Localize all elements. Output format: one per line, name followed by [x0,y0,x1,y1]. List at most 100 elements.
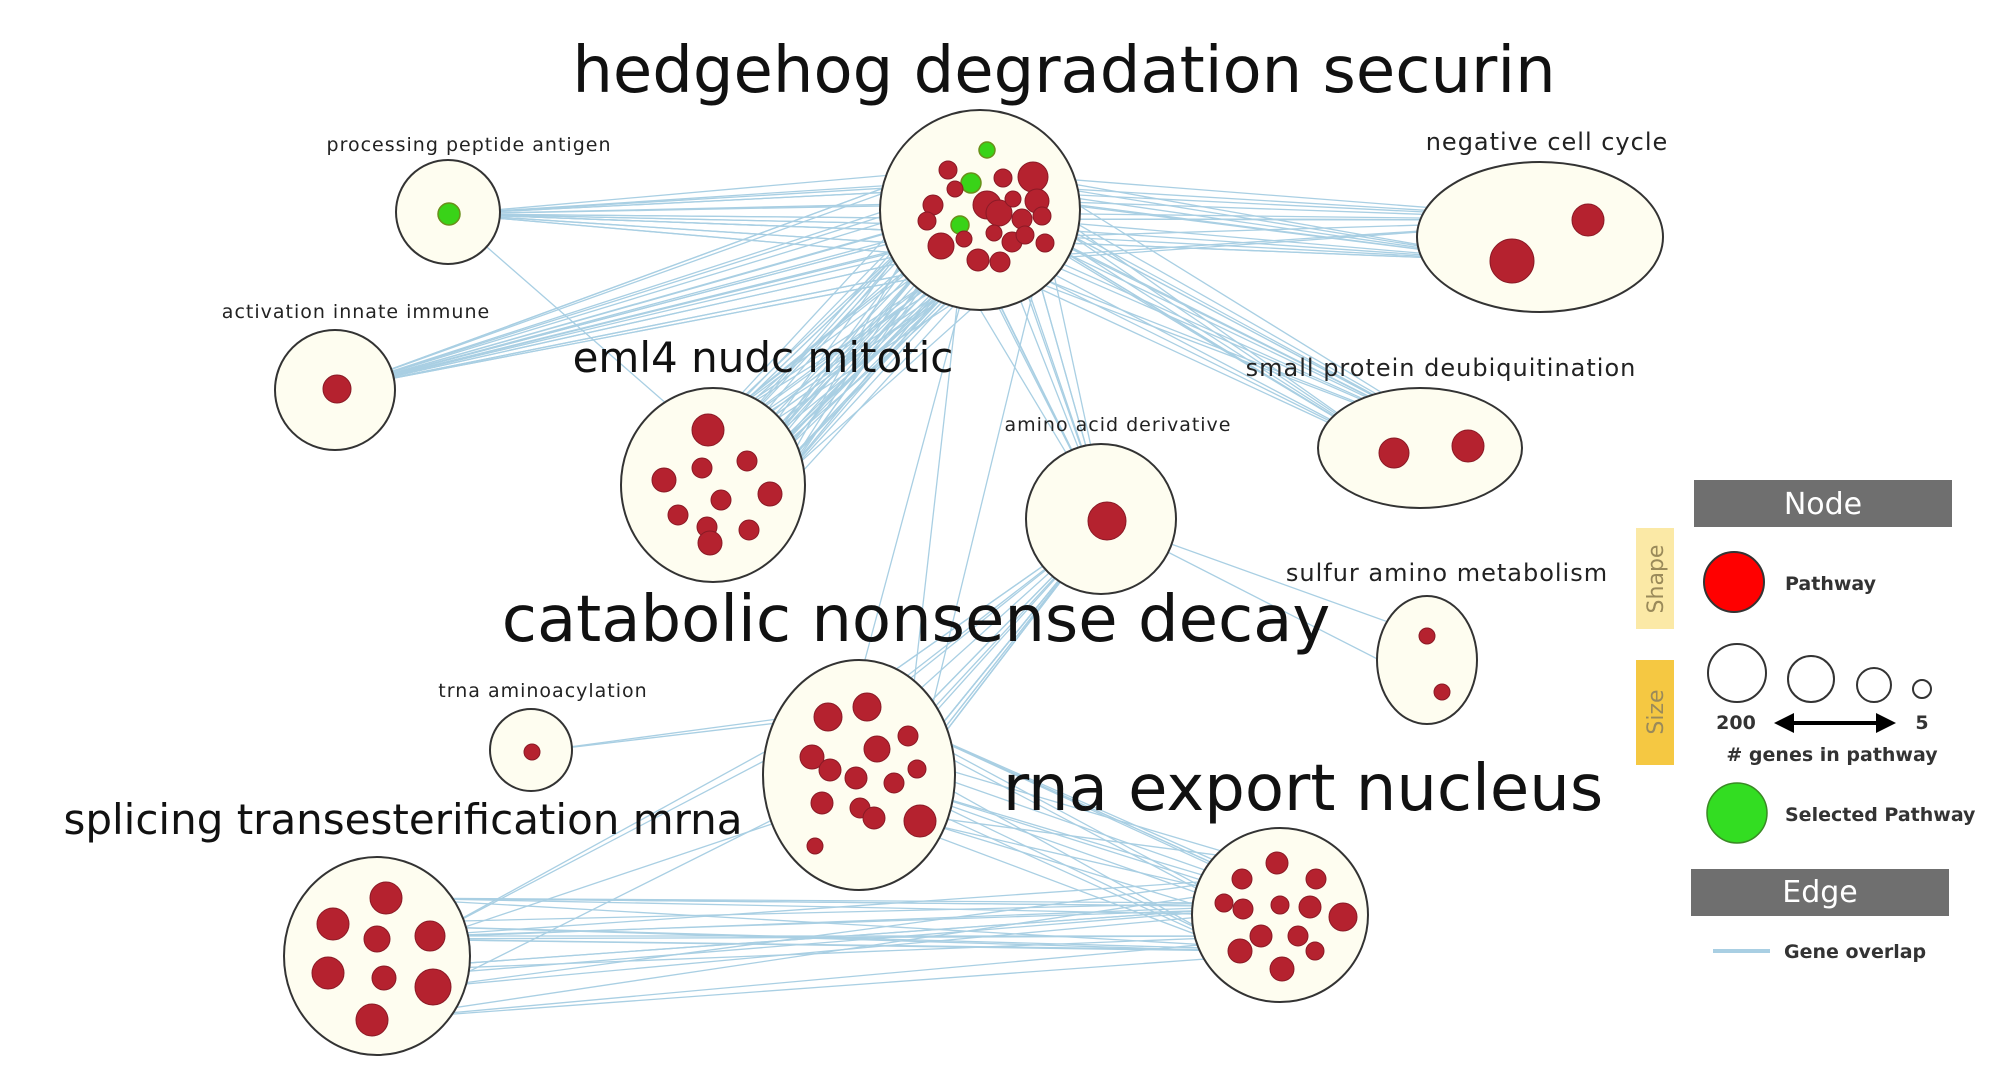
pathway-node-catabolic-8[interactable] [907,759,927,779]
nodes-layer [311,141,1605,1037]
selected-pathway-node-processing-0[interactable] [437,202,461,226]
pathway-node-negative-1[interactable] [1489,238,1535,284]
pathway-node-rna_export-6[interactable] [1328,902,1358,932]
pathway-node-catabolic-3[interactable] [818,758,842,782]
legend: Node Shape Pathway Size 200 5 # genes in… [1636,480,1976,963]
pathway-node-hedgehog-12[interactable] [966,248,990,272]
pathway-node-rna_export-12[interactable] [1214,893,1234,913]
edge-hedgehog-activation [336,232,995,390]
legend-size-tab-text: Size [1644,689,1669,734]
legend-pathway-swatch [1703,551,1765,613]
pathway-node-hedgehog-22[interactable] [1004,190,1022,208]
edge-splicing-rna_export [332,923,1241,952]
edge-splicing-rna_export [383,908,1244,979]
label-splicing: splicing transesterification mrna [63,795,742,844]
pathway-node-catabolic-0[interactable] [813,702,843,732]
pathway-node-splicing-4[interactable] [311,956,345,990]
pathway-node-catabolic-13[interactable] [806,837,824,855]
pathway-node-hedgehog-19[interactable] [917,211,937,231]
pathway-node-eml4-2[interactable] [736,450,758,472]
pathway-node-hedgehog-13[interactable] [989,251,1011,273]
edge-hedgehog-activation [336,169,949,390]
pathway-node-rna_export-2[interactable] [1305,868,1327,890]
pathway-node-rna_export-8[interactable] [1287,925,1309,947]
legend-edge-header-text: Edge [1782,875,1858,910]
pathway-node-rna_export-1[interactable] [1231,868,1253,890]
pathway-node-small_protein-0[interactable] [1378,437,1410,469]
legend-edge-label: Gene overlap [1784,941,1926,963]
pathway-node-activation-0[interactable] [322,374,352,404]
pathway-node-hedgehog-17[interactable] [955,230,973,248]
edge-splicing-rna_export [385,897,1344,918]
pathway-node-hedgehog-8[interactable] [985,199,1013,227]
pathway-node-catabolic-11[interactable] [862,806,886,830]
pathway-node-catabolic-1[interactable] [852,692,882,722]
legend-selected-swatch [1706,782,1768,844]
pathway-node-sulfur-0[interactable] [1418,627,1436,645]
legend-size-max: 200 [1716,712,1756,734]
pathway-node-rna_export-4[interactable] [1232,898,1254,920]
pathway-node-splicing-6[interactable] [414,968,452,1006]
pathway-node-eml4-0[interactable] [691,413,725,447]
edge-splicing-rna_export [327,904,1281,974]
labels-layer: hedgehog degradation securin processing … [63,34,1667,844]
edge-hedgehog-activation [336,224,961,390]
pathway-node-eml4-4[interactable] [710,489,732,511]
legend-shape-tab [1636,528,1674,629]
label-activation: activation innate immune [222,301,490,323]
pathway-node-hedgehog-16[interactable] [1032,206,1052,226]
pathway-node-eml4-3[interactable] [651,467,677,493]
pathway-node-hedgehog-11[interactable] [927,232,955,260]
pathway-node-rna_export-10[interactable] [1305,941,1325,961]
edge-hedgehog-activation [336,182,972,390]
pathway-node-hedgehog-20[interactable] [985,224,1003,242]
pathway-node-negative-0[interactable] [1571,203,1605,237]
pathway-node-hedgehog-15[interactable] [1015,225,1035,245]
pathway-node-sulfur-1[interactable] [1433,683,1451,701]
pathway-node-hedgehog-18[interactable] [1035,233,1055,253]
pathway-node-splicing-0[interactable] [369,881,403,915]
pathway-node-splicing-3[interactable] [363,925,391,953]
pathway-node-hedgehog-4[interactable] [993,168,1013,188]
pathway-node-catabolic-5[interactable] [863,735,891,763]
legend-size-tab [1636,660,1674,765]
pathway-node-eml4-1[interactable] [691,457,713,479]
legend-size-caption: # genes in pathway [1726,744,1938,766]
pathway-node-catabolic-12[interactable] [903,804,937,838]
pathway-node-rna_export-11[interactable] [1269,956,1295,982]
pathway-node-splicing-5[interactable] [371,965,397,991]
pathway-node-hedgehog-21[interactable] [946,180,964,198]
legend-node-header-text: Node [1784,487,1862,522]
selected-pathway-node-hedgehog-1[interactable] [960,172,982,194]
legend-pathway-label: Pathway [1785,573,1877,595]
pathway-node-trna-0[interactable] [523,743,541,761]
pathway-node-eml4-6[interactable] [667,504,689,526]
pathway-node-rna_export-7[interactable] [1249,924,1273,948]
pathway-node-catabolic-2[interactable] [799,744,825,770]
pathway-node-splicing-1[interactable] [316,907,350,941]
pathway-node-splicing-2[interactable] [414,920,446,952]
pathway-node-hedgehog-5[interactable] [1017,161,1049,193]
pathway-node-catabolic-9[interactable] [810,791,834,815]
selected-pathway-node-hedgehog-0[interactable] [978,141,996,159]
pathway-node-amino_acid-0[interactable] [1087,501,1127,541]
legend-size-arrow-left [1774,713,1794,733]
pathway-node-rna_export-5[interactable] [1298,895,1322,919]
edge-hedgehog-activation [336,149,988,390]
pathway-node-eml4-9[interactable] [697,530,723,556]
pathway-node-small_protein-1[interactable] [1451,429,1485,463]
pathway-node-rna_export-9[interactable] [1227,938,1253,964]
pathway-node-catabolic-6[interactable] [883,772,905,794]
pathway-node-rna_export-0[interactable] [1265,851,1289,875]
pathway-node-eml4-8[interactable] [738,519,760,541]
pathway-node-hedgehog-3[interactable] [938,160,958,180]
edge-splicing-rna_export [332,902,1225,925]
pathway-node-splicing-7[interactable] [355,1003,389,1037]
pathway-node-rna_export-3[interactable] [1270,895,1290,915]
edge-splicing-rna_export [432,878,1243,988]
pathway-node-catabolic-7[interactable] [844,766,868,790]
edge-hedgehog-processing [448,169,949,215]
pathway-node-catabolic-4[interactable] [897,725,919,747]
pathway-node-eml4-5[interactable] [757,481,783,507]
